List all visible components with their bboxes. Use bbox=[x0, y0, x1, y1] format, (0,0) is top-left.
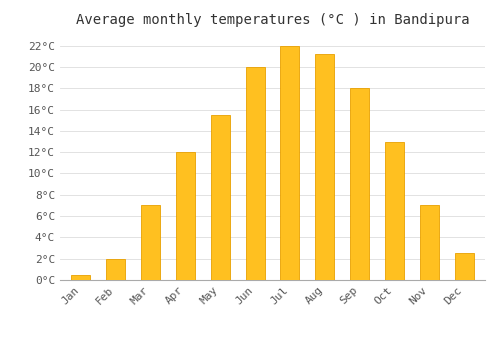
Bar bbox=[141, 205, 160, 280]
Bar bbox=[454, 253, 473, 280]
Bar bbox=[246, 67, 264, 280]
Bar bbox=[385, 141, 404, 280]
Bar bbox=[210, 115, 230, 280]
Bar bbox=[420, 205, 439, 280]
Bar bbox=[72, 275, 90, 280]
Bar bbox=[280, 46, 299, 280]
Bar bbox=[176, 152, 195, 280]
Title: Average monthly temperatures (°C ) in Bandipura: Average monthly temperatures (°C ) in Ba… bbox=[76, 13, 469, 27]
Bar bbox=[315, 54, 334, 280]
Bar bbox=[106, 259, 126, 280]
Bar bbox=[350, 88, 369, 280]
